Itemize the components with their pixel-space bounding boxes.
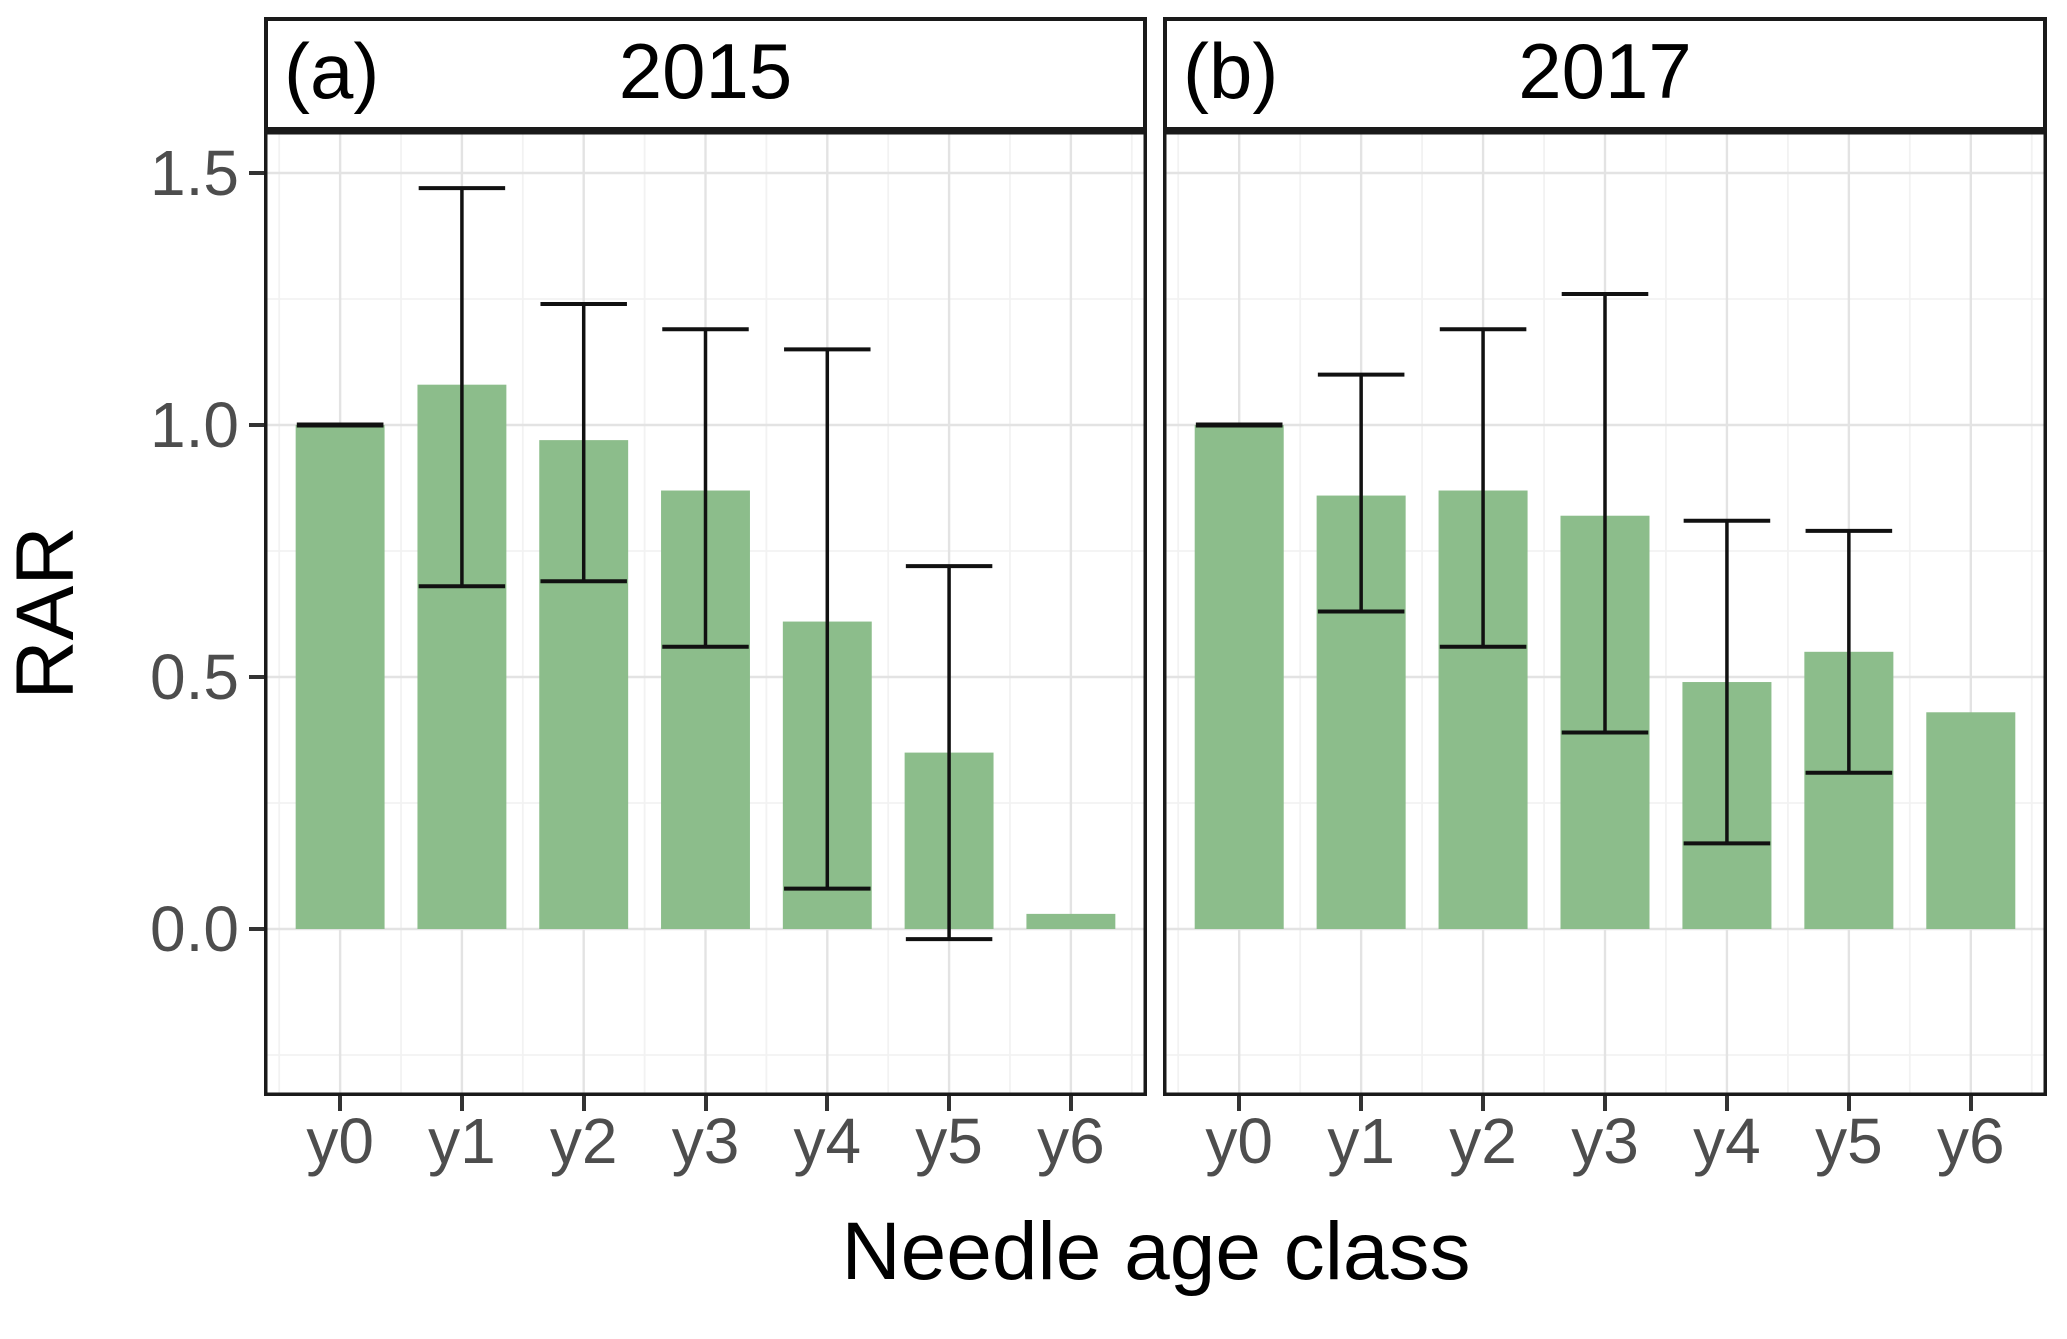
x-axis-tick <box>825 1096 830 1111</box>
x-axis-tick <box>1603 1096 1607 1111</box>
x-axis-title: Needle age class <box>841 1206 1471 1297</box>
facet-strip-2015: (a) 2015 <box>264 17 1147 131</box>
panel-border <box>264 131 1147 1096</box>
x-axis-tick-label: y1 <box>428 1105 496 1177</box>
errorbar-y2 <box>1439 327 1527 649</box>
x-axis-tick-label: y1 <box>1327 1105 1395 1177</box>
x-axis-tick <box>1724 1096 1729 1111</box>
y-axis-tick <box>249 423 264 427</box>
facet-strip-tag: (a) <box>284 26 380 115</box>
bar-y6 <box>1926 712 2016 929</box>
x-axis-tick <box>1359 1096 1364 1111</box>
x-axis-tick-label: y0 <box>1205 1105 1273 1177</box>
errorbar-y5 <box>1805 528 1893 775</box>
panel-plot-2015 <box>264 131 1147 1096</box>
x-axis-tick <box>1968 1096 1973 1111</box>
x-axis-tick-label: y4 <box>1693 1105 1761 1177</box>
y-axis-tick-label: 0.0 <box>150 893 239 965</box>
x-axis-tick <box>338 1096 343 1111</box>
facet-strip-2017: (b) 2017 <box>1163 17 2047 131</box>
x-axis-tick-label: y5 <box>1815 1105 1883 1177</box>
y-axis-tick <box>249 171 264 175</box>
x-axis-tick <box>1237 1096 1242 1111</box>
y-axis-tick-label: 0.5 <box>150 641 239 713</box>
x-axis-tick-label: y2 <box>1449 1105 1517 1177</box>
facet-strip-title: 2017 <box>1518 26 1692 115</box>
x-axis-tick-label: y5 <box>915 1105 983 1177</box>
errorbar-y1 <box>1317 372 1405 614</box>
x-axis-tick-label: y2 <box>549 1105 618 1177</box>
errorbar-y4 <box>1683 518 1771 846</box>
x-axis-tick-label: y6 <box>1037 1105 1105 1177</box>
panel-border <box>1163 131 2047 1096</box>
bar-y0 <box>1194 425 1284 929</box>
facet-strip-tag: (b) <box>1183 26 1279 115</box>
x-axis-tick <box>703 1096 708 1111</box>
x-axis-tick-label: y6 <box>1936 1105 2005 1177</box>
panel-plot-2017 <box>1163 131 2047 1096</box>
y-axis-tick-label: 1.0 <box>150 389 239 461</box>
bar-y6 <box>1026 913 1116 929</box>
errorbar-y2 <box>540 302 627 584</box>
y-axis-tick <box>249 675 264 679</box>
x-axis-tick-label: y3 <box>671 1105 740 1177</box>
errorbar-y4 <box>784 347 871 891</box>
x-axis-tick <box>1846 1096 1851 1111</box>
bar-y0 <box>295 425 385 929</box>
errorbar-y5 <box>905 564 993 942</box>
errorbar-y3 <box>1561 291 1649 735</box>
y-axis-tick-label: 1.5 <box>150 137 239 209</box>
x-axis-tick <box>459 1096 464 1111</box>
errorbar-y1 <box>418 186 506 589</box>
x-axis-tick-label: y3 <box>1571 1105 1639 1177</box>
facet-strip-title: 2015 <box>618 26 793 115</box>
x-axis-tick-label: y4 <box>793 1105 862 1177</box>
y-axis-tick <box>249 927 264 931</box>
x-axis-tick <box>581 1096 586 1111</box>
x-axis-tick <box>947 1096 952 1111</box>
x-axis-tick-label: y0 <box>306 1105 374 1177</box>
x-axis-tick <box>1481 1096 1486 1111</box>
errorbar-y3 <box>662 327 749 649</box>
x-axis-tick <box>1068 1096 1073 1111</box>
